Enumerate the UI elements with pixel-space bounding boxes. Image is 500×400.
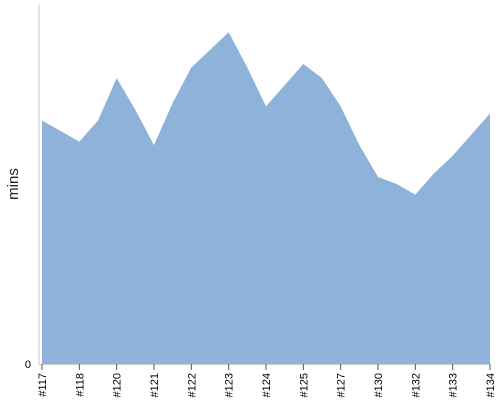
x-tick-label: #123 — [224, 373, 236, 397]
x-tick-label: #130 — [373, 373, 385, 397]
x-tick-label: #127 — [336, 373, 348, 397]
x-tick-label: #117 — [37, 373, 49, 397]
y-tick-layer: 0 — [25, 359, 31, 371]
area-layer — [42, 32, 490, 365]
x-tick-label: #122 — [186, 373, 198, 397]
x-tick-label: #125 — [298, 373, 310, 397]
y-axis-title: mins — [5, 168, 22, 200]
series-area — [42, 32, 490, 365]
x-tick-label: #118 — [74, 373, 86, 397]
x-tick-label: #133 — [448, 373, 460, 397]
x-tick-label: #132 — [410, 373, 422, 397]
y-tick-label: 0 — [25, 359, 31, 371]
tick-layer: #117 #118 #120 #121 #122 #123 #124 #125 #127 #130… — [37, 364, 497, 397]
x-tick-label: #120 — [112, 373, 124, 397]
x-tick-label: #121 — [149, 373, 161, 397]
x-tick-label: #124 — [261, 373, 273, 397]
x-tick-label: #134 — [485, 373, 497, 397]
